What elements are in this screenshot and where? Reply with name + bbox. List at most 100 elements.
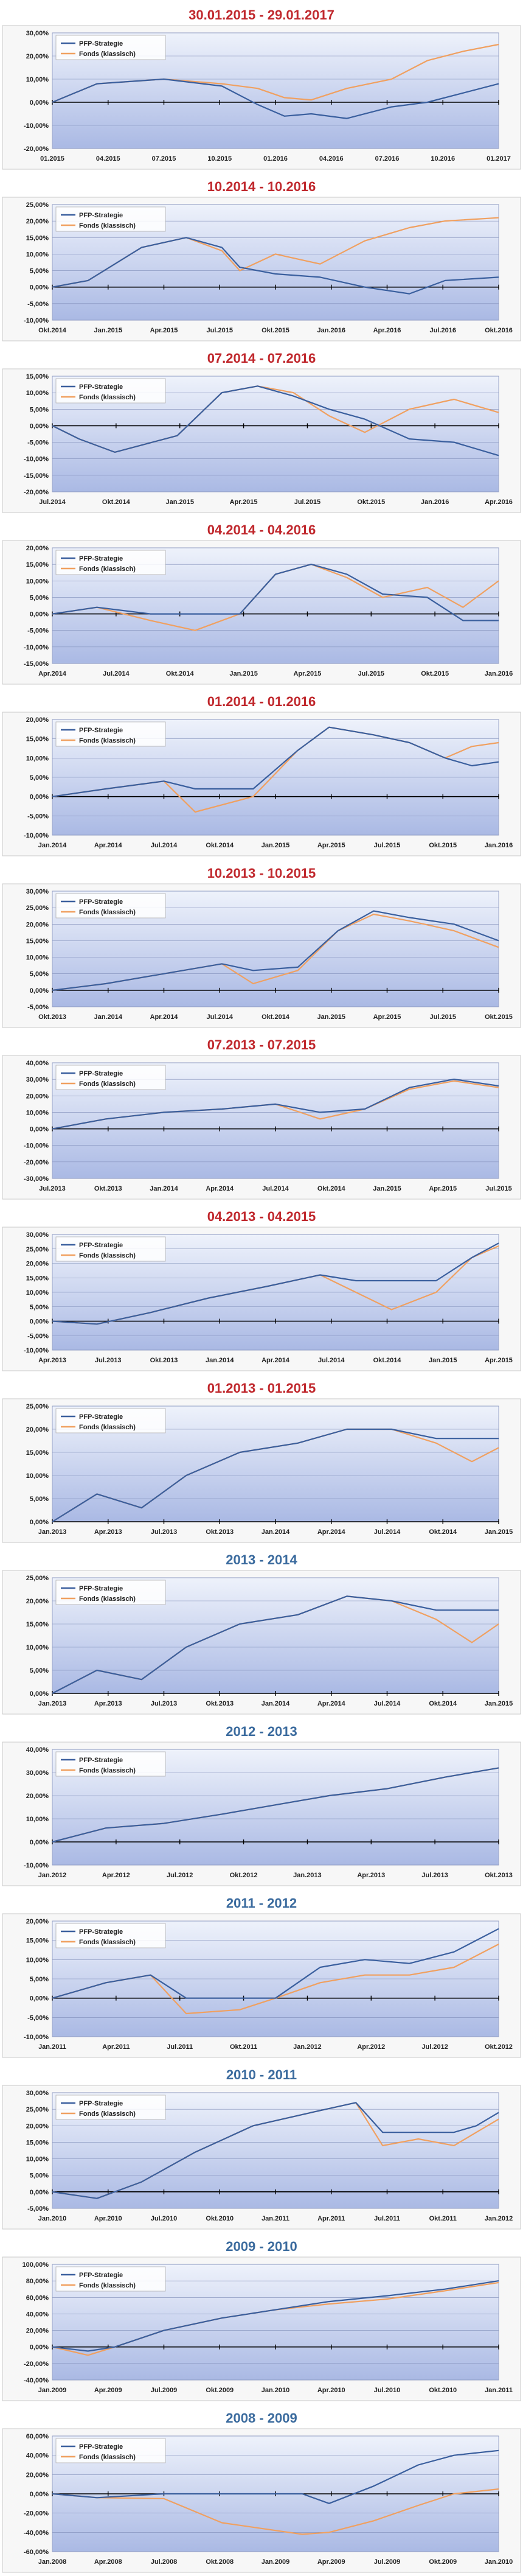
x-tick-label: Jan.2011 (262, 2215, 289, 2222)
x-tick-label: Jul.2015 (430, 1013, 456, 1021)
x-tick-label: 10.2016 (431, 155, 455, 163)
chart-block: 01.2014 - 01.2016 20,00% 15,00% 10,00% 5,00%… (0, 687, 523, 858)
y-tick-label: 0,00% (30, 2491, 49, 2498)
x-tick-label: Jan.2015 (229, 670, 257, 677)
x-tick-label: Okt.2010 (429, 2387, 457, 2394)
y-tick-label: -10,00% (24, 122, 49, 130)
legend-box (55, 2438, 166, 2463)
x-tick-label: Jan.2014 (150, 1185, 178, 1192)
x-tick-label: Okt.2009 (206, 2387, 234, 2394)
y-tick-label: 15,00% (26, 2139, 49, 2146)
y-tick-label: 30,00% (26, 1231, 49, 1239)
series-line-strategy (52, 2449, 499, 2504)
x-tick-label: Jan.2012 (38, 1872, 66, 1879)
chart-block: 01.2013 - 01.2015 25,00% 20,00% 15,00% 10,00… (0, 1373, 523, 1545)
y-tick-label: -40,00% (24, 2529, 49, 2536)
x-tick-label: Jan.2010 (262, 2387, 289, 2394)
x-tick-label: Okt.2015 (262, 327, 289, 334)
chart-canvas: 40,00% 30,00% 20,00% 10,00% 0,00% -10,00% Jan.… (2, 1741, 521, 1886)
chart-title: 01.2013 - 01.2015 (207, 1381, 316, 1396)
legend-label: PFP-Strategie (79, 1242, 123, 1249)
chart-block: 2010 - 2011 30,00% 25,00% 20,00% 15,00% 10,00… (0, 2060, 523, 2231)
x-tick-label: Jul.2014 (262, 1185, 289, 1192)
y-tick-label: 40,00% (26, 1746, 49, 1754)
y-tick-label: 30,00% (26, 1076, 49, 1083)
x-tick-label: Jan.2010 (485, 2558, 513, 2566)
x-tick-label: Jan.2015 (485, 1700, 513, 1707)
y-tick-label: 5,00% (30, 971, 49, 978)
x-tick-label: Apr.2015 (485, 1357, 513, 1364)
x-tick-label: Jan.2015 (317, 1013, 345, 1021)
y-tick-label: 5,00% (30, 2172, 49, 2180)
x-tick-label: Jul.2014 (207, 1013, 234, 1021)
y-tick-label: -10,00% (24, 2034, 49, 2041)
legend-box (55, 721, 166, 747)
y-tick-label: 10,00% (26, 578, 49, 585)
chart-block: 2009 - 2010 100,00% 80,00% 60,00% 40,00% 20,0… (0, 2231, 523, 2403)
chart-block: 07.2014 - 07.2016 15,00% 10,00% 5,00% 0,00% -… (0, 343, 523, 515)
legend-label: PFP-Strategie (79, 727, 123, 734)
x-tick-label: Jul.2012 (167, 1872, 193, 1879)
legend-label: Fonds (klassisch) (79, 1939, 136, 1946)
y-tick-label: 0,00% (30, 1519, 49, 1526)
y-tick-label: -10,00% (24, 456, 49, 463)
chart-canvas: 25,00% 20,00% 15,00% 10,00% 5,00% 0,00% -5,00%… (2, 197, 521, 341)
y-tick-label: 10,00% (26, 251, 49, 258)
y-tick-label: 5,00% (30, 1667, 49, 1675)
x-tick-label: Apr.2009 (94, 2387, 122, 2394)
chart-title: 10.2014 - 10.2016 (207, 179, 316, 194)
chart-title: 10.2013 - 10.2015 (207, 866, 316, 881)
y-tick-label: 10,00% (26, 1644, 49, 1651)
x-tick-label: 10.2015 (207, 155, 232, 163)
x-tick-label: Jan.2012 (293, 2043, 321, 2051)
legend-box (55, 1408, 166, 1433)
y-tick-label: 100,00% (23, 2261, 49, 2269)
series-line-strategy (52, 563, 499, 621)
y-tick-label: 5,00% (30, 406, 49, 413)
x-tick-label: Jul.2014 (39, 499, 66, 506)
legend-label: PFP-Strategie (79, 1757, 123, 1764)
y-tick-label: -5,00% (27, 439, 49, 447)
series-line-strategy (52, 1767, 499, 1843)
legend-box (55, 378, 166, 404)
x-tick-label: Jan.2011 (485, 2387, 513, 2394)
y-tick-label: 30,00% (26, 2090, 49, 2097)
y-tick-label: 5,00% (30, 594, 49, 601)
x-tick-label: Okt.2013 (485, 1872, 513, 1879)
x-tick-label: Jul.2013 (151, 1528, 177, 1536)
x-tick-label: Jan.2008 (38, 2558, 66, 2566)
y-tick-label: -5,00% (27, 1332, 49, 1340)
y-tick-label: -5,00% (27, 301, 49, 308)
x-tick-label: Apr.2013 (94, 1700, 122, 1707)
y-tick-label: -60,00% (24, 2549, 49, 2556)
x-tick-label: Okt.2009 (429, 2558, 457, 2566)
y-tick-label: -20,00% (24, 145, 49, 153)
series-line-fund (52, 2488, 499, 2535)
x-tick-label: Apr.2014 (150, 1013, 179, 1021)
chart-title: 2013 - 2014 (226, 1552, 297, 1567)
x-tick-label: Apr.2010 (94, 2215, 122, 2222)
series-line-strategy (52, 237, 499, 295)
y-tick-label: 20,00% (26, 2328, 49, 2335)
x-tick-label: Apr.2014 (206, 1185, 234, 1192)
x-tick-label: Jul.2015 (207, 327, 233, 334)
y-tick-label: 30,00% (26, 1769, 49, 1777)
chart-canvas: 30,00% 25,00% 20,00% 15,00% 10,00% 5,00% 0,00%… (2, 2085, 521, 2230)
y-tick-label: 15,00% (26, 373, 49, 380)
x-tick-label: Jan.2016 (485, 670, 513, 677)
x-tick-label: Okt.2010 (206, 2215, 234, 2222)
chart-canvas: 20,00% 15,00% 10,00% 5,00% 0,00% -5,00% -10,00… (2, 540, 521, 685)
legend-label: Fonds (klassisch) (79, 222, 136, 229)
y-tick-label: -10,00% (24, 317, 49, 324)
x-tick-label: Apr.2014 (317, 1528, 346, 1536)
x-tick-label: Okt.2014 (206, 842, 234, 849)
chart-canvas: 25,00% 20,00% 15,00% 10,00% 5,00% 0,00% Jan.20… (2, 1398, 521, 1543)
x-tick-label: Okt.2011 (230, 2043, 257, 2051)
y-tick-label: 20,00% (26, 218, 49, 225)
y-tick-label: 15,00% (26, 1621, 49, 1628)
chart-title: 07.2014 - 07.2016 (207, 351, 316, 366)
y-tick-label: 20,00% (26, 1793, 49, 1800)
chart-block: 04.2013 - 04.2015 30,00% 25,00% 20,00% 15,00… (0, 1202, 523, 1373)
x-tick-label: Jul.2013 (95, 1357, 121, 1364)
y-tick-label: -20,00% (24, 2361, 49, 2368)
